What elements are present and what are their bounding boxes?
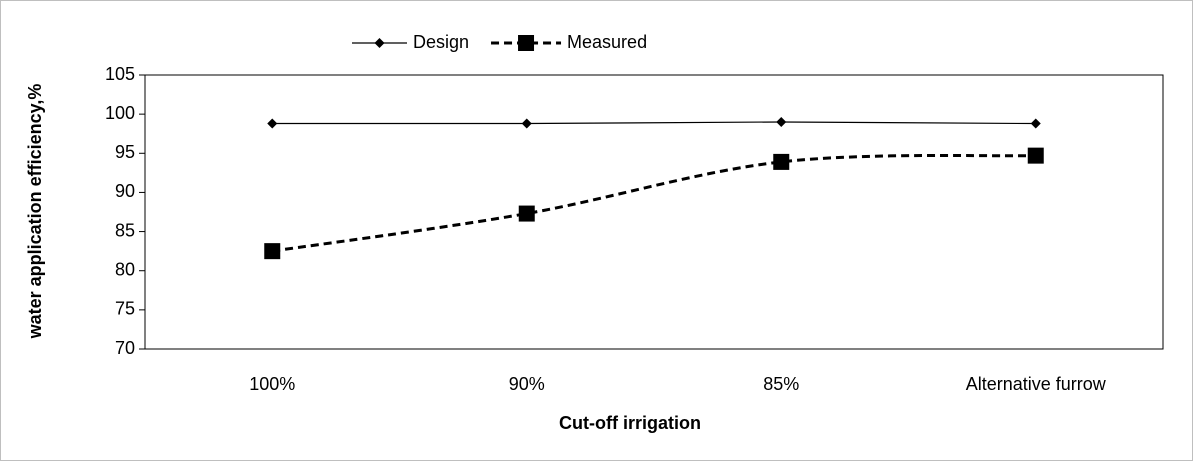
x-tick-label: 85% (763, 374, 799, 394)
y-tick-label: 85 (115, 220, 135, 240)
legend-label: Measured (567, 32, 647, 52)
y-tick-label: 75 (115, 299, 135, 319)
legend-label: Design (413, 32, 469, 52)
marker (773, 153, 790, 170)
plot-area (144, 74, 1164, 350)
marker (776, 116, 787, 127)
y-tick-label: 70 (115, 338, 135, 358)
marker (1030, 118, 1041, 129)
marker (521, 118, 532, 129)
x-tick-label: 100% (249, 374, 295, 394)
y-tick-label: 100 (105, 103, 135, 123)
y-tick-label: 90 (115, 181, 135, 201)
marker (267, 118, 278, 129)
y-tick-label: 80 (115, 259, 135, 279)
y-tick-label: 105 (105, 64, 135, 84)
marker (1027, 147, 1044, 164)
x-axis-label: Cut-off irrigation (559, 413, 701, 433)
y-tick-label: 95 (115, 142, 135, 162)
marker (518, 205, 535, 222)
x-tick-label: Alternative furrow (966, 374, 1107, 394)
y-axis-label: water application efficiency,% (25, 84, 45, 340)
legend-marker (518, 35, 535, 51)
legend-marker (374, 38, 385, 48)
series-line (272, 153, 1036, 253)
marker (264, 243, 281, 260)
x-tick-label: 90% (509, 374, 545, 394)
series-line (272, 121, 1036, 125)
